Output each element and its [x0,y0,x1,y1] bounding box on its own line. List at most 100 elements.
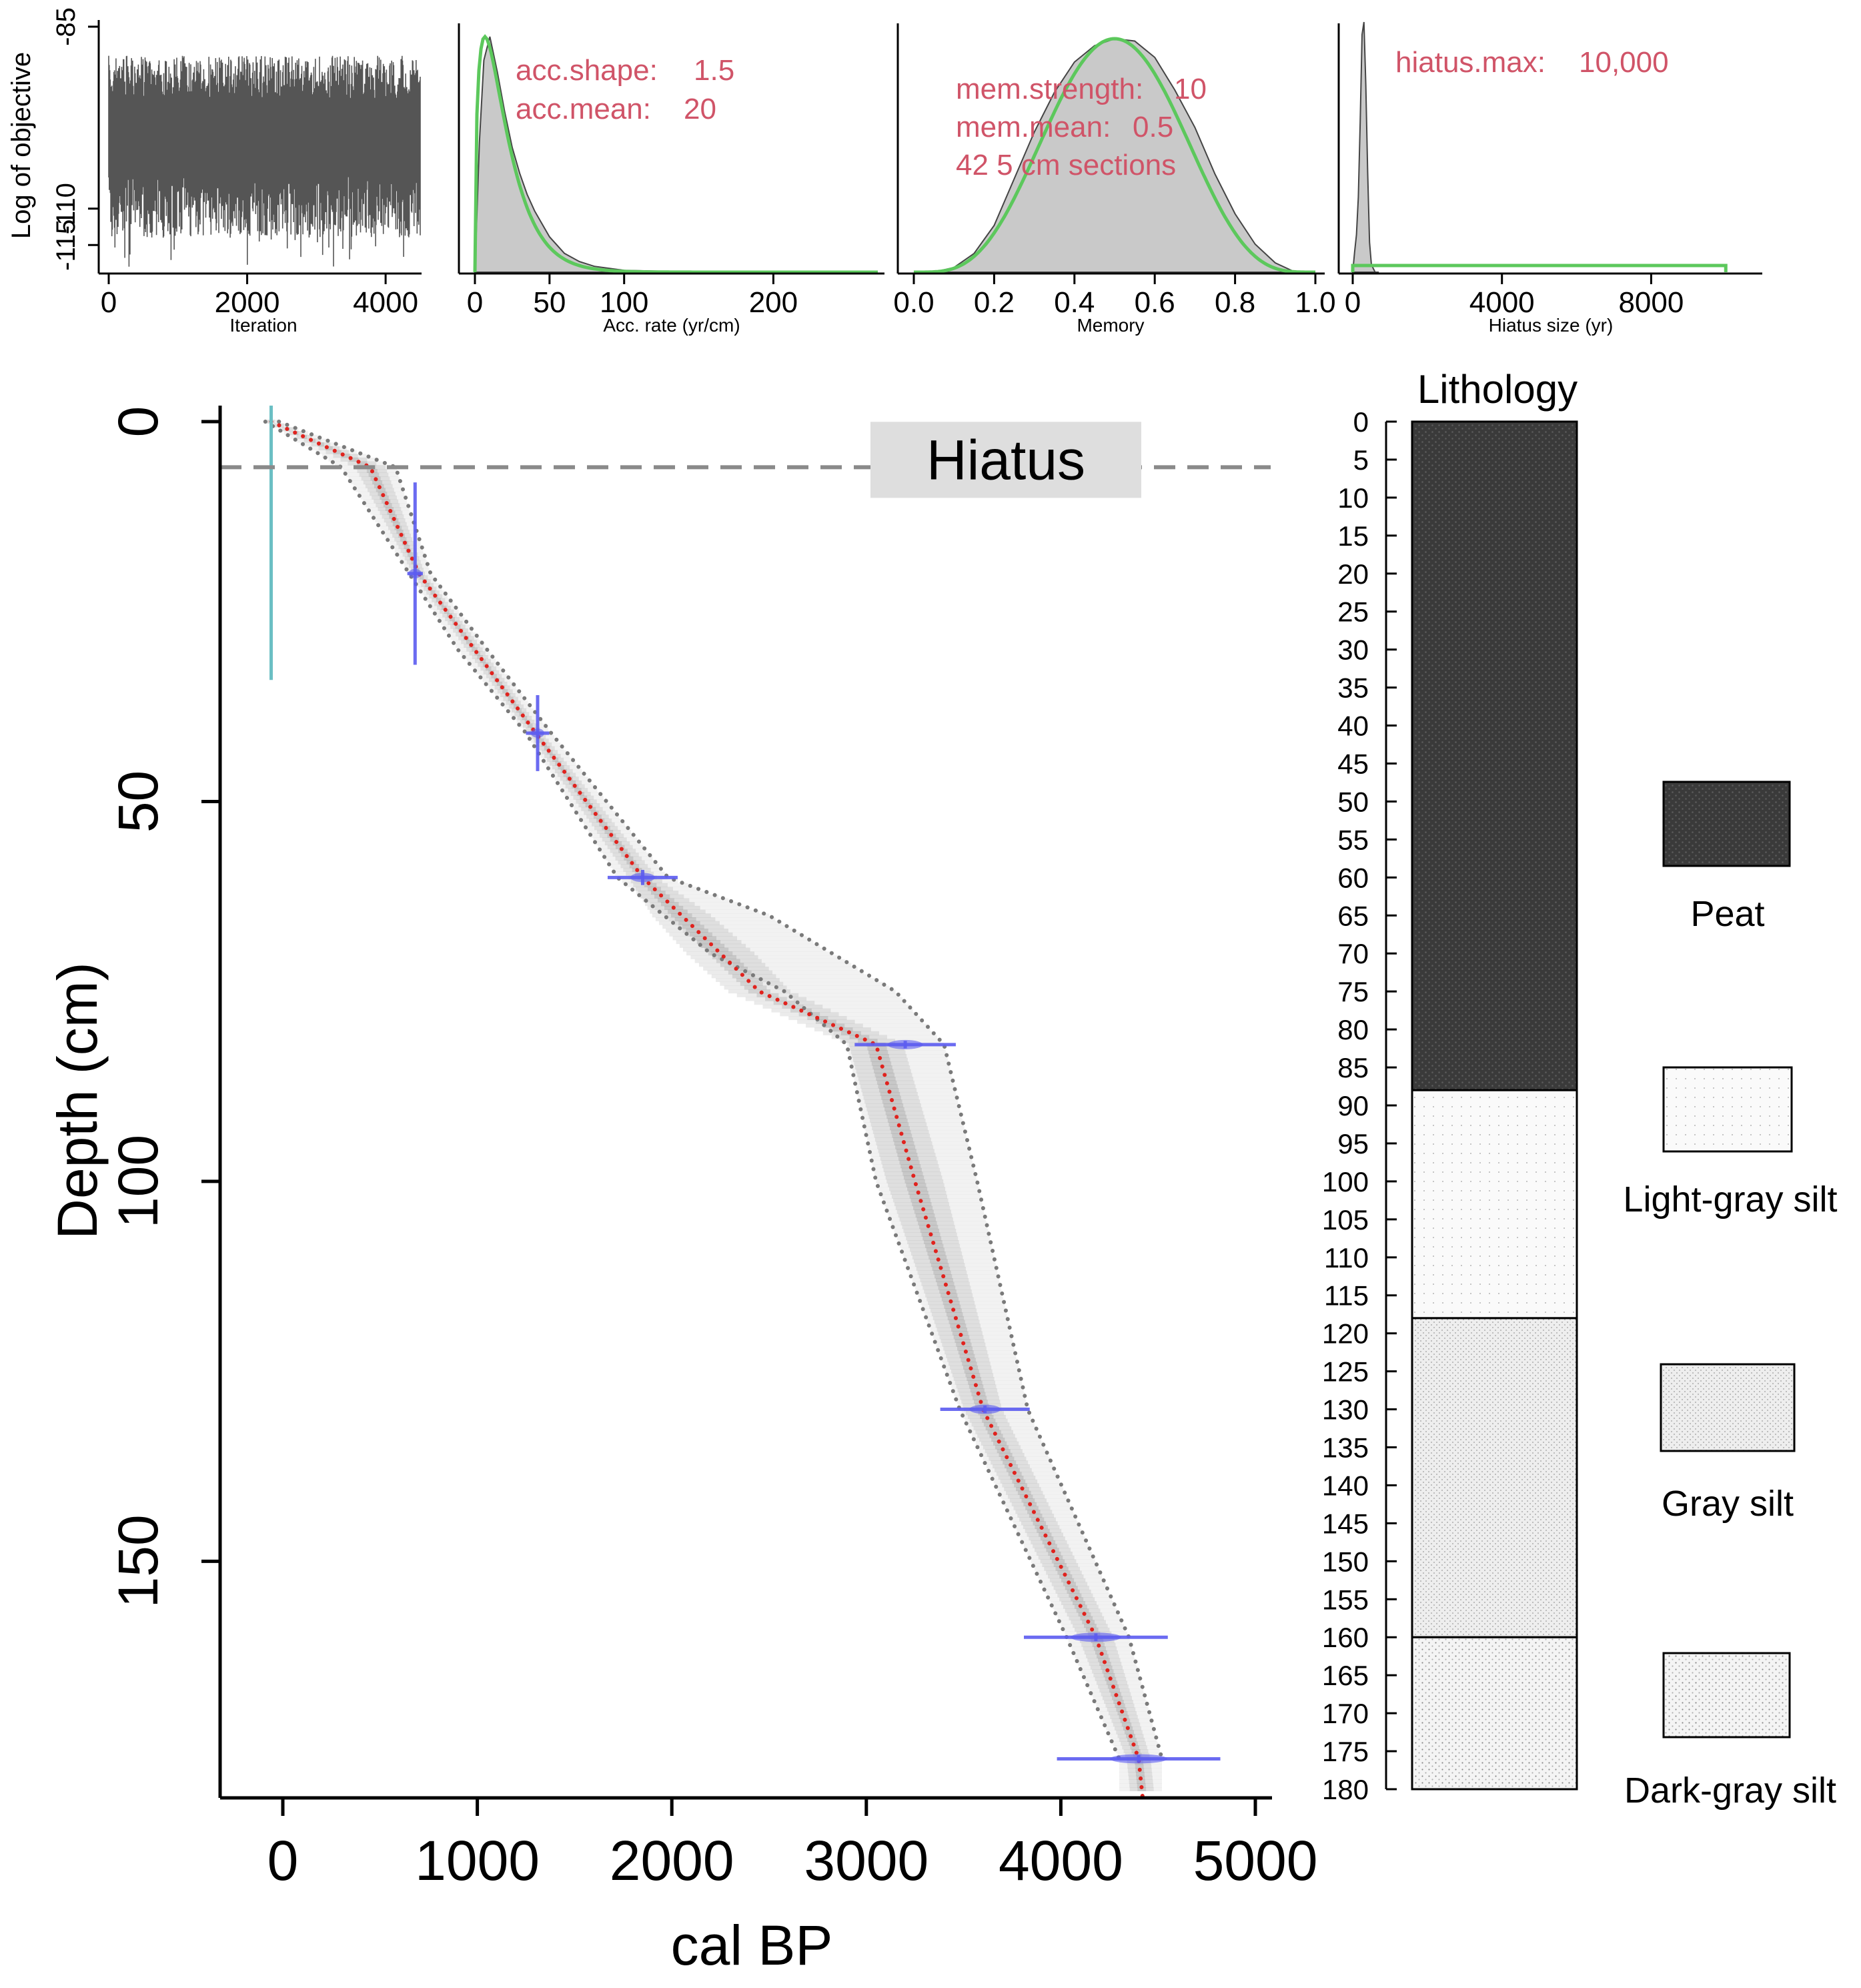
band-peak [892,1137,913,1142]
band-slice [908,1266,997,1271]
band-core [602,837,627,842]
band-slice [1119,1772,1163,1777]
band-slice [664,913,769,918]
band-slice [881,1194,981,1199]
band-peak [486,666,492,671]
band-slice [770,981,883,986]
band-slice [1081,1669,1139,1674]
band-slice [872,1160,973,1165]
band-core [922,1286,971,1290]
band-slice [453,640,482,644]
trace-y-tick-label--85: -85 [51,7,81,46]
band-core [581,807,603,811]
acc-mean-label: acc.mean: [516,93,651,125]
band-core [937,1327,982,1332]
band-slice [610,864,659,869]
band-core [376,503,400,508]
band-peak [660,902,679,907]
band-peak [349,457,359,462]
band-slice [853,1073,952,1077]
band-slice [636,891,709,895]
lith-tick-label-145: 145 [1322,1508,1369,1539]
band-slice [464,655,493,660]
band-peak [1109,1688,1121,1692]
band-core [881,1160,938,1165]
band-peak [480,658,486,663]
band-slice [696,940,814,945]
band-slice [566,795,604,800]
band-peak [1003,1460,1017,1465]
lith-tick-label-105: 105 [1322,1204,1369,1235]
band-slice [857,1091,957,1096]
band-slice [975,1441,1043,1446]
band-peak [1106,1680,1118,1685]
lith-tick-label-135: 135 [1322,1432,1369,1464]
lith-tick-label-75: 75 [1337,976,1369,1007]
band-peak [1061,1578,1075,1582]
band-peak [552,757,559,762]
band-slice [824,1023,927,1028]
band-peak [951,1327,967,1332]
band-peak [1124,1730,1135,1734]
band-slice [397,552,425,557]
band-peak [604,830,614,834]
band-core [858,1077,914,1081]
lith-tick-label-155: 155 [1322,1584,1369,1615]
band-peak [404,544,410,549]
acc-x-axis-label: Acc. rate (yr/cm) [603,315,740,336]
band-slice [600,849,647,853]
band-slice [360,495,406,500]
band-peak [550,754,556,759]
band-slice [862,1115,962,1119]
lith-tick-label-125: 125 [1322,1356,1369,1388]
band-slice [1033,1563,1097,1568]
band-slice [598,845,644,849]
band-peak [593,815,602,819]
band-slice [1114,1745,1159,1750]
band-core [650,909,706,914]
date-marker-2-core [530,728,544,738]
band-peak [441,606,447,610]
band-slice [378,522,415,526]
band-peak [686,929,708,933]
band-slice [864,1122,964,1127]
band-core [854,1061,909,1066]
band-slice [862,1118,963,1123]
band-core [1029,1536,1065,1541]
band-core [645,902,695,907]
band-peak [1021,1498,1035,1503]
band-core [466,647,483,652]
band-peak [944,1304,961,1309]
band-slice [1017,1528,1082,1533]
band-peak [588,807,596,811]
trace-y-ticks: -85 -110-115 [51,7,99,271]
lith-tick-label-85: 85 [1337,1052,1369,1083]
band-slice [943,1362,1018,1366]
band-peak [357,461,368,466]
band-core [508,704,524,709]
band-peak [502,689,508,694]
band-slice [1085,1676,1141,1681]
lith-tick-label-150: 150 [1322,1546,1369,1577]
acc-shape-label: acc.shape: [516,54,658,87]
band-peak [1093,1646,1106,1651]
band-slice [864,1126,965,1131]
band-core [1116,1730,1143,1734]
band-peak [1037,1528,1050,1533]
band-peak [650,891,666,895]
band-peak [982,1418,996,1423]
band-core [981,1441,1019,1446]
band-core [437,606,452,610]
lith-tick-label-170: 170 [1322,1698,1369,1729]
band-slice [874,1171,976,1176]
band-slice [678,925,788,929]
band-peak [522,716,528,720]
band-core [912,1255,963,1260]
date-marker-6-core [1071,1632,1121,1642]
band-core [896,1209,951,1214]
band-peak [1025,1506,1039,1510]
band-slice [668,917,776,921]
band-slice [886,1205,983,1210]
band-peak [430,590,436,595]
band-slice [533,742,561,747]
